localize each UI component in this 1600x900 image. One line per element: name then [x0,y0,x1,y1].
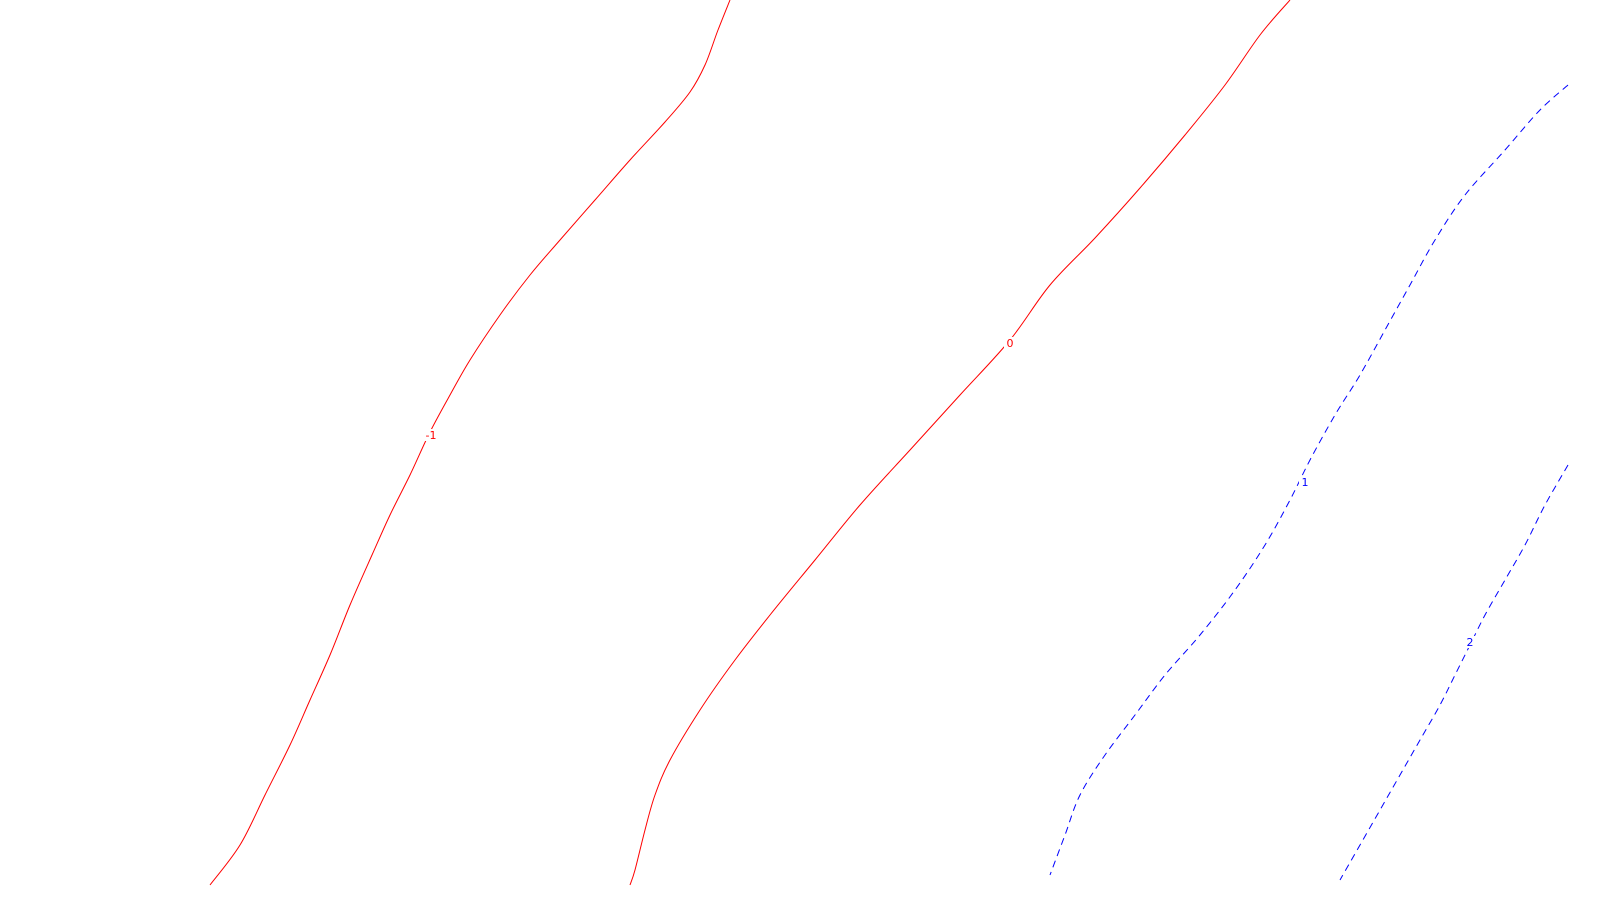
contour-line-level-neg1 [209,0,731,886]
contour-label: 2 [1467,636,1474,649]
contour-label: 1 [1302,476,1309,489]
contour-line-level-2 [1339,464,1569,881]
contour-labels: -1 0 1 2 [425,337,1476,649]
contour-lines [209,0,1569,886]
contour-label-background [1004,337,1016,349]
contour-label-background [425,429,437,441]
contour-label-background [1299,476,1311,488]
contour-label-background [1464,636,1476,648]
contour-label: 0 [1007,337,1014,350]
contour-line-level-0 [629,0,1291,886]
contour-label: -1 [426,429,437,442]
